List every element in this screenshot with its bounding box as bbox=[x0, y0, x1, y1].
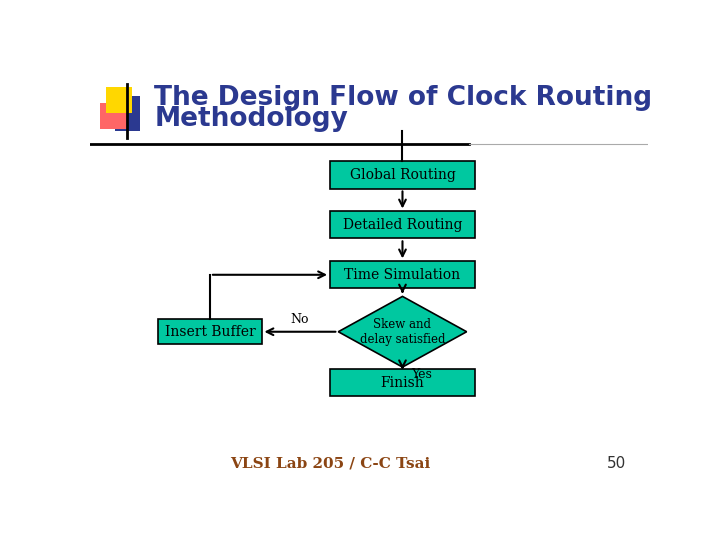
FancyBboxPatch shape bbox=[115, 96, 140, 131]
Polygon shape bbox=[338, 296, 467, 367]
FancyBboxPatch shape bbox=[330, 369, 475, 396]
Text: Time Simulation: Time Simulation bbox=[344, 268, 461, 282]
FancyBboxPatch shape bbox=[100, 104, 127, 129]
Text: The Design Flow of Clock Routing: The Design Flow of Clock Routing bbox=[154, 85, 652, 111]
FancyBboxPatch shape bbox=[330, 261, 475, 288]
Text: Skew and
delay satisfied: Skew and delay satisfied bbox=[360, 318, 445, 346]
FancyBboxPatch shape bbox=[330, 211, 475, 238]
FancyBboxPatch shape bbox=[330, 161, 475, 188]
Text: Yes: Yes bbox=[411, 368, 432, 381]
Text: No: No bbox=[290, 313, 308, 326]
Text: Finish: Finish bbox=[381, 376, 424, 390]
Text: Insert Buffer: Insert Buffer bbox=[165, 325, 256, 339]
Text: VLSI Lab 205 / C-C Tsai: VLSI Lab 205 / C-C Tsai bbox=[230, 456, 430, 470]
Text: Methodology: Methodology bbox=[154, 106, 348, 132]
FancyBboxPatch shape bbox=[106, 87, 132, 113]
FancyBboxPatch shape bbox=[158, 319, 261, 344]
Text: Detailed Routing: Detailed Routing bbox=[343, 218, 462, 232]
Text: Global Routing: Global Routing bbox=[349, 168, 456, 182]
Text: 50: 50 bbox=[606, 456, 626, 471]
